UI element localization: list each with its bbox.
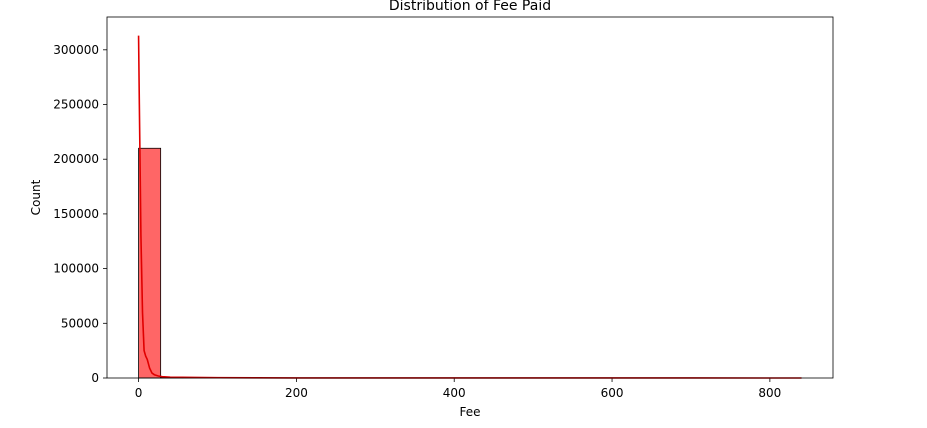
y-tick-label: 300000: [53, 43, 99, 57]
y-axis-ticks: 0 50000 100000 150000 200000 250000 300000: [53, 43, 107, 385]
y-tick-label: 150000: [53, 207, 99, 221]
x-tick-label: 400: [443, 386, 466, 400]
x-tick-label: 0: [135, 386, 143, 400]
chart-title: Distribution of Fee Paid: [389, 0, 551, 14]
x-axis-label: Fee: [459, 405, 480, 419]
y-tick-label: 200000: [53, 152, 99, 166]
y-tick-label: 250000: [53, 98, 99, 112]
y-axis-label: Count: [29, 179, 43, 215]
x-tick-label: 200: [285, 386, 308, 400]
y-tick-label: 100000: [53, 262, 99, 276]
y-tick-label: 50000: [61, 316, 99, 330]
x-tick-label: 800: [758, 386, 781, 400]
kde-curve: [137, 35, 802, 379]
x-tick-label: 600: [601, 386, 624, 400]
histogram-bars: [138, 147, 802, 379]
x-axis-ticks: 0 200 400 600 800: [135, 378, 781, 400]
y-tick-label: 0: [91, 371, 99, 385]
plot-frame: [106, 16, 834, 379]
